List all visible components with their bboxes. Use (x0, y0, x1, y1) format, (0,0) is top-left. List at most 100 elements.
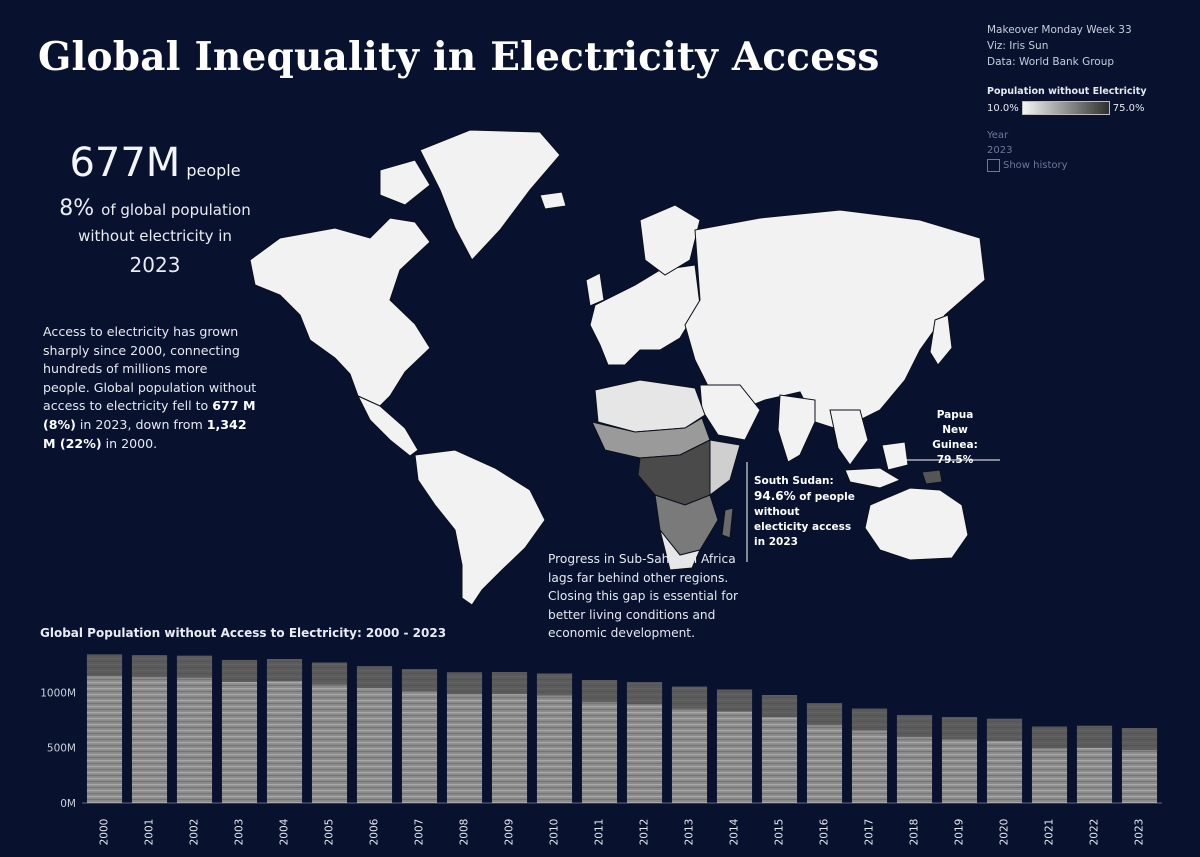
x-tick-label: 2002 (189, 819, 201, 846)
bar-cap (266, 659, 303, 682)
bar-cap (176, 655, 213, 678)
kpi-pct: 8% (59, 196, 95, 221)
bar-cap (311, 662, 348, 685)
bar-cap (581, 680, 618, 703)
y-tick-label: 0M (60, 798, 76, 810)
x-tick-label: 2001 (144, 819, 156, 846)
summary-2023-value: 677 M (8%) (43, 398, 256, 432)
legend-max: 75.0% (1112, 102, 1145, 114)
summary-paragraph: Access to electricity has grown sharply … (43, 324, 257, 451)
kpi-year: 2023 (129, 253, 181, 277)
x-tick-label: 2014 (729, 818, 741, 845)
bar-cap (851, 708, 888, 731)
legend-gradient (1021, 101, 1110, 115)
x-tick-label: 2009 (504, 819, 516, 846)
kpi-pct-text: of global population (101, 201, 251, 219)
year-filter-value[interactable]: 2023 (987, 145, 1013, 156)
x-tick-label: 2023 (1134, 819, 1146, 846)
indonesia (844, 467, 902, 489)
bar-cap (401, 669, 438, 692)
kpi-line2: without electricity in (78, 227, 232, 245)
x-tick-label: 2017 (864, 819, 876, 846)
y-tick-label: 500M (47, 743, 76, 755)
japan (929, 314, 953, 366)
bar-chart: 0M 500M 1000M 2000 2001 2002 2003 2004 2005 2006… (40, 654, 1162, 846)
greenland (419, 129, 561, 261)
x-tick-label: 2011 (594, 819, 606, 846)
x-tick-label: 2003 (234, 819, 246, 846)
x-tick-label: 2019 (954, 819, 966, 846)
bar-cap (356, 666, 393, 689)
x-tick-label: 2016 (819, 818, 831, 845)
page-title: Global Inequality in Electricity Access (38, 34, 880, 80)
x-tick-label: 2006 (369, 818, 381, 845)
north-africa (594, 379, 706, 433)
x-tick-label: 2008 (459, 819, 471, 846)
chart-title: Global Population without Access to Elec… (40, 626, 447, 640)
bar-cap (671, 686, 708, 709)
x-tick-label: 2015 (774, 819, 786, 846)
bar-cap (1121, 728, 1158, 751)
credit-week: Makeover Monday Week 33 (987, 24, 1132, 36)
madagascar (721, 507, 734, 539)
x-tick-label: 2022 (1089, 819, 1101, 846)
east-africa (709, 439, 741, 496)
bar-2001[interactable] (131, 655, 168, 803)
x-tick-label: 2020 (999, 819, 1011, 846)
bar-2005[interactable] (311, 662, 348, 803)
australia (864, 487, 969, 561)
bar-cap (761, 695, 798, 718)
legend-min: 10.0% (987, 102, 1019, 114)
kpi-people: 677M (69, 140, 181, 186)
bar-cap (221, 659, 258, 682)
callout-papua-new-guinea: Papua New Guinea: 79.5% (932, 409, 978, 466)
bar-2004[interactable] (266, 659, 303, 803)
south-africa (659, 529, 701, 571)
bar-2000[interactable] (86, 654, 123, 803)
bar-cap (1031, 726, 1068, 749)
x-tick-label: 2021 (1044, 819, 1056, 846)
x-tick-label: 2010 (549, 819, 561, 846)
arctic-islands (379, 159, 431, 206)
x-tick-label: 2018 (909, 819, 921, 846)
year-filter[interactable]: Year 2023 Show history (987, 128, 1068, 173)
bar-2006[interactable] (356, 666, 393, 803)
x-tick-label: 2013 (684, 819, 696, 846)
show-history-label: Show history (1003, 160, 1068, 171)
bar-cap (536, 673, 573, 696)
x-tick-label: 2007 (414, 819, 426, 846)
india (777, 394, 816, 463)
x-tick-label: 2004 (279, 818, 291, 845)
scandinavia (639, 204, 701, 276)
central-america (356, 394, 419, 457)
y-tick-label: 1000M (40, 687, 76, 699)
bar-cap (716, 689, 753, 712)
credit-data: Data: World Bank Group (987, 56, 1115, 68)
north-america (249, 217, 431, 407)
credit-viz: Viz: Iris Sun (987, 40, 1049, 52)
bar-2007[interactable] (401, 669, 438, 803)
bar-2003[interactable] (221, 659, 258, 803)
bar-cap (941, 717, 978, 740)
bar-2002[interactable] (176, 655, 213, 803)
legend-title: Population without Electricity (987, 86, 1147, 97)
bar-cap (626, 682, 663, 705)
x-tick-label: 2005 (324, 819, 336, 846)
kpi-block: 677M people 8% of global population witho… (40, 140, 270, 277)
year-filter-label: Year (987, 130, 1009, 141)
credits: Makeover Monday Week 33 Viz: Iris Sun Da… (987, 22, 1132, 70)
iceland (539, 191, 567, 210)
africa-note: Progress in Sub-Saharan Africa lags far … (548, 552, 739, 640)
europe (589, 264, 701, 366)
bar-cap (491, 672, 528, 695)
bar-cap (896, 714, 933, 737)
show-history-checkbox[interactable] (987, 159, 1000, 172)
south-america (414, 449, 546, 606)
bar-cap (1076, 725, 1113, 748)
kpi-people-unit: people (186, 161, 241, 180)
world-map (249, 129, 1000, 606)
callout-south-sudan: South Sudan: 94.6% of people without ele… (754, 475, 855, 548)
southeast-asia (829, 409, 869, 466)
uk (585, 272, 605, 307)
bar-cap (446, 672, 483, 695)
